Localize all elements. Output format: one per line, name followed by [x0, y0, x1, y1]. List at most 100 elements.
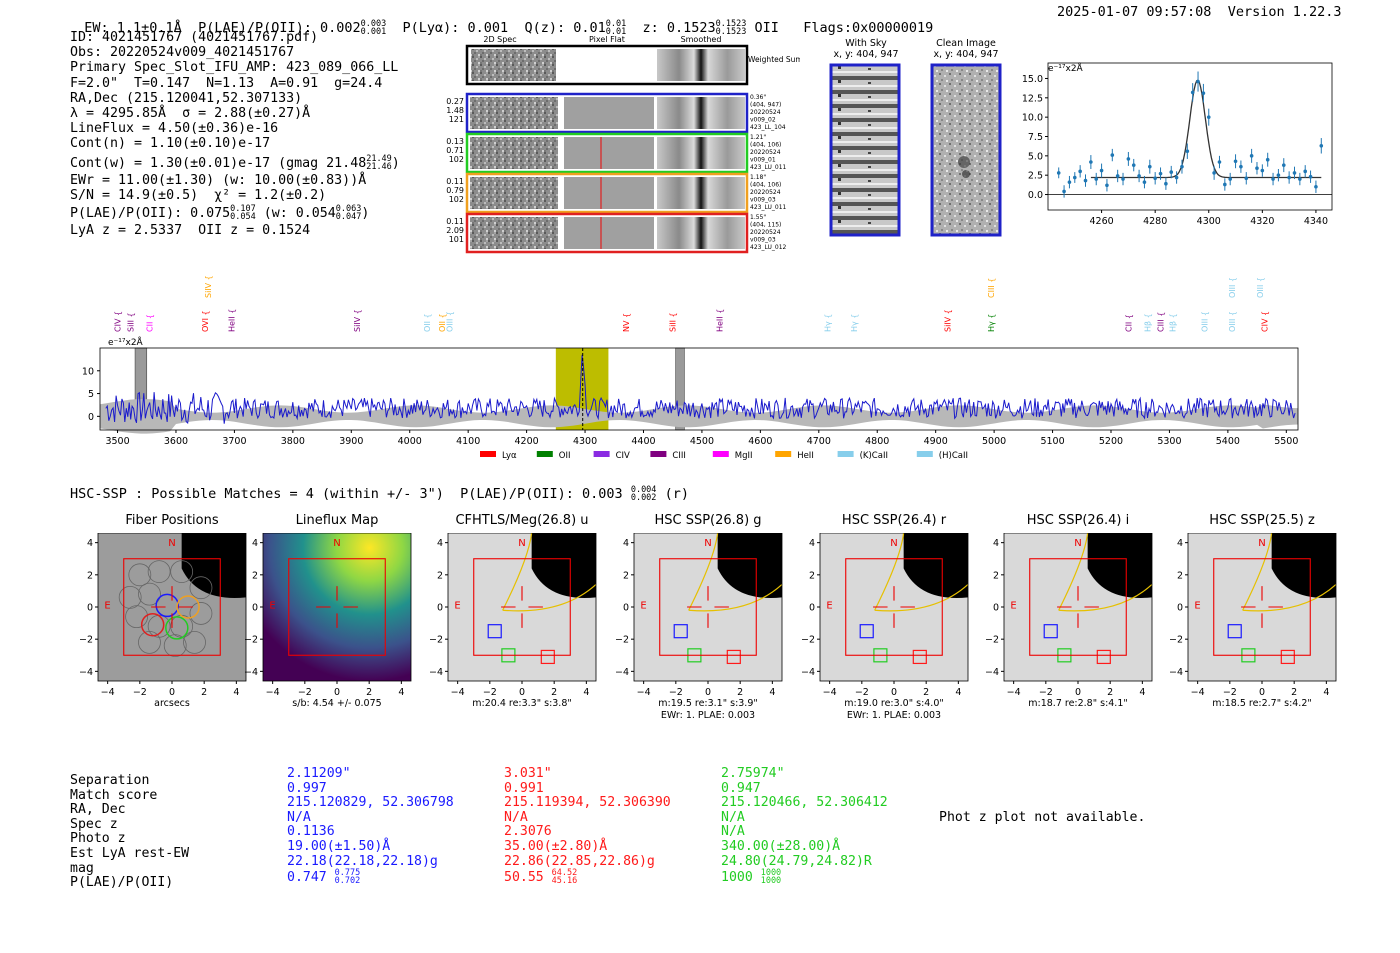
center-cross — [687, 586, 729, 628]
cutout-left-value: 1.48 — [446, 106, 464, 115]
cutout-right-value: 423_LL_104 — [750, 124, 786, 131]
spectral-line-label: OII { — [438, 313, 447, 332]
lineflux-map — [263, 533, 411, 681]
galaxy-aperture — [874, 533, 969, 612]
timestamp: 2025-01-07 09:57:08 — [1057, 4, 1212, 20]
panel-xtick-label: 0 — [519, 687, 525, 698]
spectrum-line — [105, 354, 1296, 425]
weighted-label: Weighted Sum — [748, 55, 800, 64]
panel-ytick-label: 2 — [809, 570, 815, 581]
spectral-line-label: CIV { — [1261, 311, 1270, 332]
cutout-right-value: 0.36" — [750, 94, 766, 101]
fit-point — [1174, 175, 1179, 180]
spectrum-axes — [99, 347, 1299, 431]
galaxy-aperture — [1242, 533, 1337, 612]
wavelength: λ = 4295.85Å σ = 2.88(±0.27)Å — [70, 106, 311, 122]
with-sky-label: With Sky — [845, 38, 887, 49]
panel-caption-2: EWr: 1. PLAE: 0.003 — [661, 710, 755, 721]
z-header: z: 0.15230.1523 0.1523 OII — [642, 19, 779, 37]
header-line: EW: 1.1±0.1Å P(LAE)/P(OII): 0.0020.003 0.… — [68, 4, 933, 37]
east-label: E — [640, 601, 646, 612]
fiber-blue — [155, 593, 179, 618]
fit-point — [1314, 184, 1318, 189]
panel-ytick-label: 4 — [252, 538, 258, 549]
cutout-left-value: 0.13 — [446, 137, 464, 146]
fit-point — [1083, 178, 1088, 183]
cutout-right-value: 1.55" — [750, 214, 766, 221]
fiber-circle — [118, 585, 142, 609]
lya-z: LyA z = 2.5337 OII z = 0.1524 — [70, 223, 311, 239]
bright-galaxy — [903, 533, 968, 598]
galaxy-aperture — [688, 533, 783, 612]
fit-point — [1308, 174, 1313, 179]
panel-xtick-label: −2 — [1039, 687, 1053, 698]
panel-title: HSC SSP(26.4) i — [1026, 513, 1130, 528]
search-box — [845, 558, 943, 656]
spec-ytick-label: 0 — [88, 412, 94, 423]
spectral-line-label: OIII { — [1228, 277, 1237, 298]
col-smoothed: Smoothed — [681, 35, 722, 44]
cutouts-panel: 2D Spec Pixel Flat Smoothed Weighted Sum… — [446, 35, 800, 254]
match-column: 3.031" 0.991 215.119394, 52.306390 N/A 2.307… — [504, 766, 671, 886]
panel-ytick-label: −4 — [801, 667, 815, 678]
table-cell: 19.00(±1.50)Å — [287, 838, 391, 854]
legend-label: OII — [559, 451, 571, 461]
clean-image-label: Clean Image — [936, 38, 996, 49]
panel-xtick-label: 2 — [551, 687, 557, 698]
fit-point — [1281, 163, 1286, 167]
clean-image-xy: x, y: 404, 947 — [933, 49, 999, 60]
panel-ytick-label: 2 — [993, 570, 999, 581]
panel-xtick-label: −4 — [101, 687, 115, 698]
cutout-right-value: 20220524 — [750, 229, 781, 236]
imaging-panel: N E −4 −4 −2 −2 0 0 2 2 4 4 m:18.5 re:2.7" s:4.2" — [1169, 533, 1337, 709]
match-box-red — [1096, 649, 1111, 665]
table-row-label: RA, Dec — [70, 802, 126, 818]
spec-xtick-label: 4600 — [748, 436, 772, 447]
cutout-right-value: 1.18" — [750, 174, 766, 181]
cont-w: Cont(w) = 1.30(±0.01)e-17 (gmag 21.4821.… — [70, 153, 400, 172]
legend-swatch — [480, 451, 496, 457]
version: Version 1.22.3 — [1227, 4, 1342, 20]
observation-id: Obs: 20220524v009_4021451767 — [70, 45, 295, 61]
spec-xtick-label: 3600 — [164, 436, 188, 447]
fiber-circle — [189, 602, 213, 625]
panel-xtick-label: 4 — [583, 687, 589, 698]
fit-point — [1271, 177, 1275, 181]
fiber-circle — [170, 560, 194, 584]
legend-label: HeII — [797, 451, 814, 461]
panel-xtick-label: 4 — [955, 687, 961, 698]
detection-info: ID: 4021451767 (4021451767.pdf) Obs: 202… — [70, 30, 400, 239]
panel-xtick-label: 4 — [233, 687, 239, 698]
north-label: N — [890, 538, 897, 549]
with-sky-xy: x, y: 404, 947 — [833, 49, 899, 60]
panel-ytick-label: 0 — [623, 603, 629, 614]
panel-xtick-label: 2 — [201, 687, 207, 698]
bright-galaxy — [1271, 533, 1336, 598]
match-box-blue — [487, 624, 502, 639]
spectral-line-label: HeII { — [227, 309, 236, 332]
cutout-smoothed — [657, 97, 745, 129]
panel-ytick-label: 4 — [437, 538, 443, 549]
panel-xtick-label: 2 — [1107, 687, 1113, 698]
detection-id: ID: 4021451767 (4021451767.pdf) — [70, 30, 319, 45]
col-2d-spec: 2D Spec — [483, 35, 516, 44]
legend-label: (K)CaII — [860, 451, 888, 461]
table-cell: 22.18(22.18,22.18)g — [287, 853, 438, 869]
cutout-left-value: 0.79 — [446, 186, 464, 195]
fit-point — [1126, 157, 1131, 161]
panel-ytick-label: −4 — [79, 667, 93, 678]
panel-caption: m:19.0 re:3.0" s:4.0" — [844, 698, 944, 709]
galaxy-aperture — [1058, 533, 1153, 612]
legend-label: Lyα — [502, 451, 517, 461]
cutout-right-value: 423_LU_012 — [750, 244, 787, 251]
panel-ytick-label: 2 — [437, 570, 443, 581]
spec-ylabel: e⁻¹⁷x2Å — [108, 336, 144, 348]
match-box-red — [540, 649, 555, 665]
cutout-smoothed — [657, 177, 745, 209]
panel-ytick-label: 2 — [87, 570, 93, 581]
spectral-line-label: SiIV { — [943, 309, 952, 332]
legend-swatch — [650, 451, 667, 457]
table-cell: 2.75974" — [721, 766, 785, 781]
